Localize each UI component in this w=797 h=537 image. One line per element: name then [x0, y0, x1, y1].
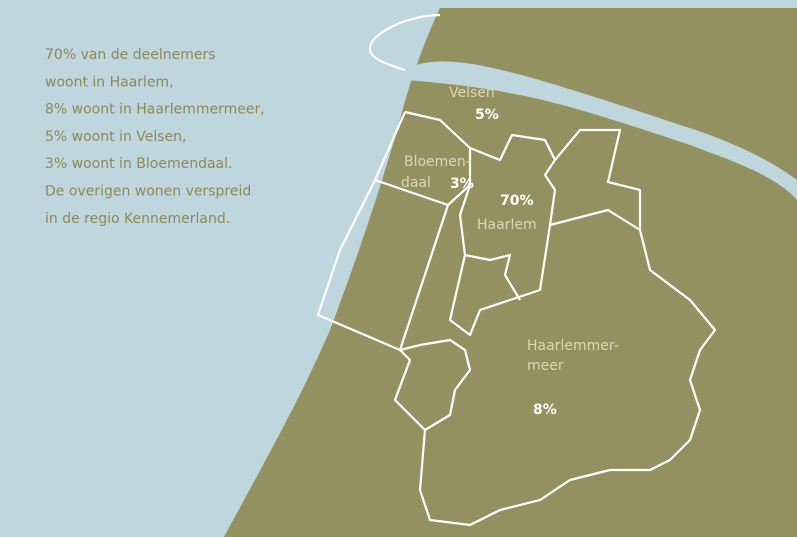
land — [224, 8, 797, 537]
region-percentage: 70% — [500, 193, 534, 209]
intro-line: woont in Haarlem, — [45, 74, 174, 90]
intro-line: 3% woont in Bloemendaal. — [45, 156, 232, 172]
canal — [405, 61, 797, 200]
region-name: Haarlem — [477, 217, 537, 233]
region-name: Haarlemmer- — [527, 338, 619, 354]
region-name: Velsen — [449, 85, 495, 101]
municipal-borders — [316, 13, 717, 527]
intro-line: De overigen wonen verspreid — [45, 184, 251, 200]
intro-line: 8% woont in Haarlemmermeer, — [45, 102, 265, 118]
region-name: daal — [401, 175, 431, 191]
region-percentage: 5% — [475, 107, 499, 123]
intro-line: 5% woont in Velsen, — [45, 129, 187, 145]
intro-line: in de regio Kennemerland. — [45, 211, 230, 227]
region-percentage: 3% — [450, 176, 474, 192]
region-name: Bloemen- — [404, 154, 471, 170]
intro-line: 70% van de deelnemers — [45, 47, 216, 63]
region-name: meer — [527, 358, 564, 374]
region-labels: Velsen 5% Bloemen-daal 3% Haarlem 70% Haarlemm… — [401, 85, 619, 418]
region-percentage: 8% — [533, 402, 557, 418]
intro-text: 70% van de deelnemers woont in Haarlem, 8%… — [45, 47, 265, 227]
